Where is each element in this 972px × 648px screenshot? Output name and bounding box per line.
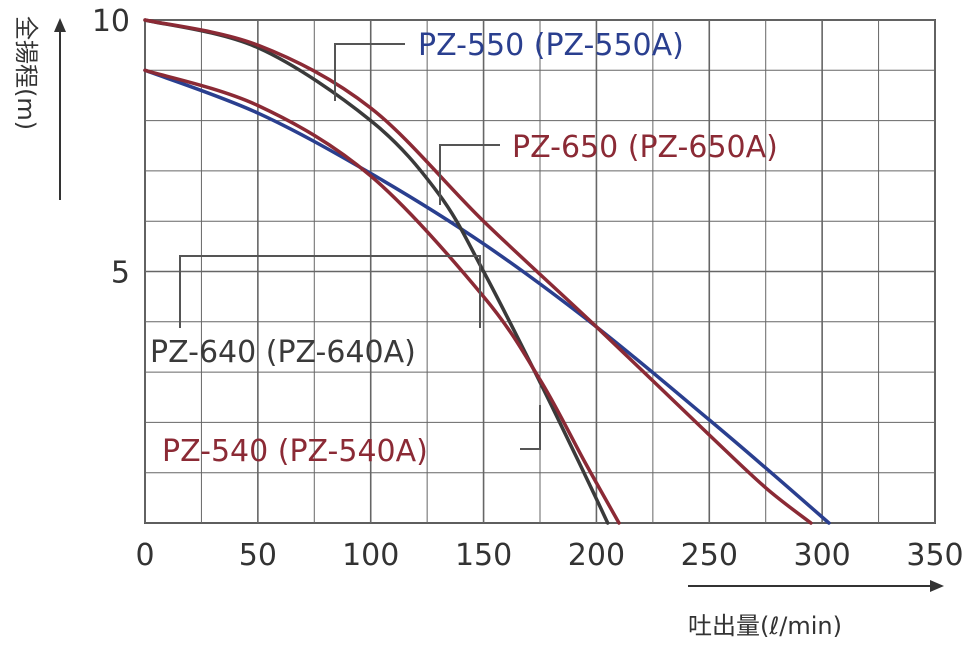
series-label-pz-550: PZ-550 (PZ-550A) xyxy=(418,28,684,63)
label-leader-lines xyxy=(179,43,541,450)
series-line-pz-640 xyxy=(143,18,610,525)
x-tick-label: 250 xyxy=(681,538,738,573)
x-tick-label: 0 xyxy=(135,538,154,573)
series-line-pz-550 xyxy=(143,68,831,525)
x-tick-label: 350 xyxy=(906,538,963,573)
series-layer xyxy=(143,18,831,525)
x-tick-label: 200 xyxy=(568,538,625,573)
y-tick-label: 5 xyxy=(111,256,130,291)
x-axis-arrow-head xyxy=(930,580,944,592)
series-label-pz-650: PZ-650 (PZ-650A) xyxy=(512,130,778,165)
x-axis-title: 吐出量(ℓ/min) xyxy=(688,580,944,640)
series-label-pz-540: PZ-540 (PZ-540A) xyxy=(162,434,428,469)
y-axis-title: 全揚程(m) xyxy=(12,16,66,200)
series-label-pz-640: PZ-640 (PZ-640A) xyxy=(150,335,416,370)
y-axis-arrow-head xyxy=(54,18,66,32)
x-tick-label: 50 xyxy=(239,538,277,573)
x-tick-label: 150 xyxy=(455,538,512,573)
leader-pz-640 xyxy=(179,255,481,328)
x-tick-label: 100 xyxy=(342,538,399,573)
x-axis-label: 吐出量(ℓ/min) xyxy=(688,612,842,640)
y-tick-label: 10 xyxy=(92,4,130,39)
y-axis-label: 全揚程(m) xyxy=(12,16,40,130)
x-tick-label: 300 xyxy=(794,538,851,573)
series-line-pz-540 xyxy=(143,68,621,525)
tick-labels: 0 50 100 150 200 250 300 350 5 10 xyxy=(92,4,964,573)
leader-pz-650 xyxy=(439,144,500,205)
leader-pz-550 xyxy=(334,43,405,101)
leader-pz-540 xyxy=(520,405,541,450)
series-line-pz-650 xyxy=(143,18,813,525)
